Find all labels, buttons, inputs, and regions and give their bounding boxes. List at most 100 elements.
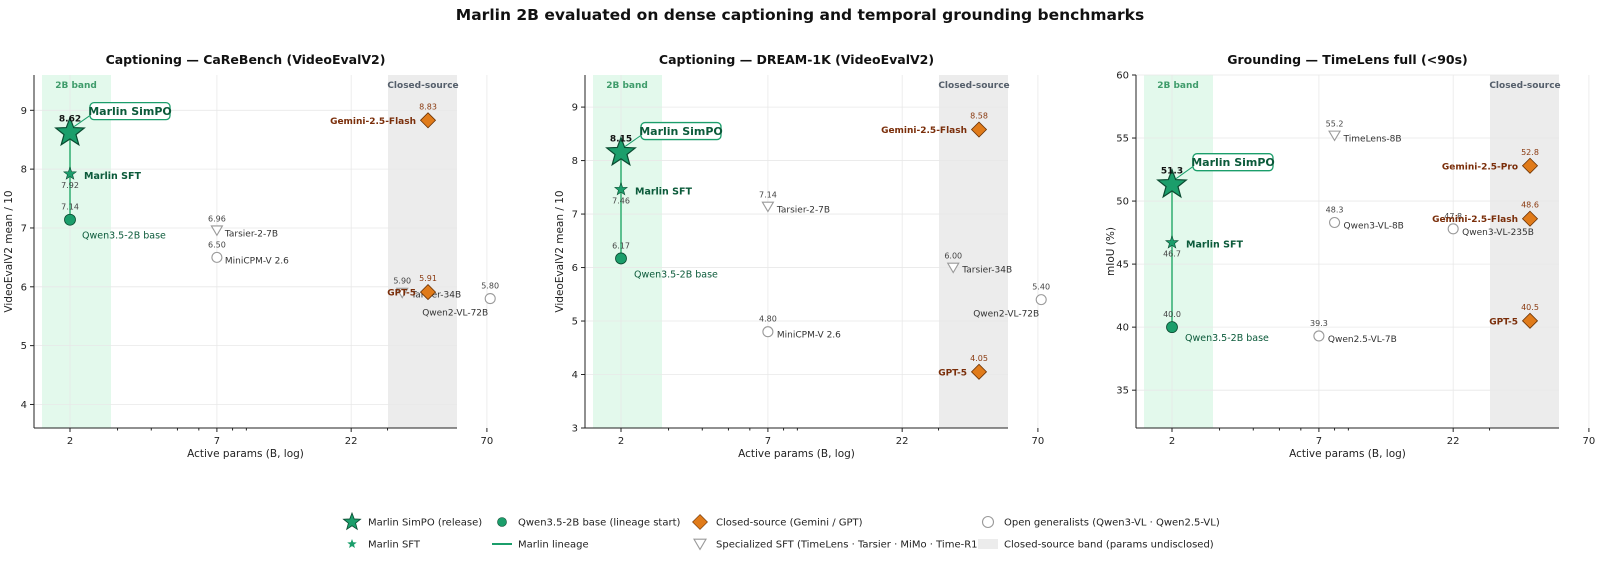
closed-source-marker (1521, 157, 1539, 174)
x-tick-label: 2 (1169, 436, 1175, 447)
y-axis-label: VideoEvalV2 mean / 10 (554, 190, 566, 312)
y-tick-label: 35 (1116, 386, 1129, 397)
legend-item: Marlin SFT (347, 539, 421, 551)
y-tick-label: 6 (21, 282, 27, 293)
x-tick-label: 7 (1316, 436, 1322, 447)
point-name-label: Qwen3-VL-8B (1344, 222, 1404, 232)
x-tick-label: 2 (618, 436, 624, 447)
marlin-sft-star (1165, 235, 1179, 249)
base-model-marker (64, 213, 76, 226)
y-axis-label: VideoEvalV2 mean / 10 (3, 190, 15, 312)
specialized-model-marker (395, 287, 409, 299)
point-name-label: Marlin SFT (1186, 240, 1243, 251)
legend-label: Closed-source band (params undisclosed) (1004, 540, 1214, 551)
data-label: 8.58 (970, 112, 988, 121)
x-tick-label: 22 (896, 436, 909, 447)
point-name-label: MiniCPM-V 2.6 (777, 331, 841, 341)
x-tick-label: 22 (1447, 436, 1460, 447)
point-name-label: Qwen2.5-VL-7B (1328, 335, 1397, 345)
band-closed-label: Closed-source (1489, 81, 1560, 91)
y-tick-label: 6 (572, 263, 578, 274)
specialized-model-marker (210, 225, 224, 237)
y-axis-label: mIoU (%) (1105, 227, 1117, 276)
x-axis-label: Active params (B, log) (187, 448, 304, 460)
point-name-label: Marlin SimPO (88, 105, 172, 118)
legend-item: Open generalists (Qwen3-VL · Qwen2.5-VL) (981, 515, 1220, 529)
band-2b (1144, 75, 1213, 428)
data-label: 7.14 (61, 203, 79, 212)
legend-item: Specialized SFT (TimeLens · Tarsier · Mi… (693, 538, 982, 551)
point-name-label: Gemini-2.5-Flash (330, 117, 416, 127)
data-label: 6.96 (208, 214, 226, 223)
specialized-model-marker (1328, 130, 1342, 142)
data-label: 5.80 (481, 282, 499, 291)
legend-label: Marlin SFT (368, 540, 421, 551)
data-label: 5.40 (1032, 283, 1050, 292)
point-name-label: GPT-5 (387, 289, 416, 299)
data-label: 47.8 (1444, 212, 1462, 221)
legend-label: Marlin SimPO (release) (368, 518, 482, 529)
y-tick-label: 5 (21, 341, 27, 352)
point-name-label: Tarsier-2-7B (776, 206, 830, 216)
point-name-label: GPT-5 (938, 368, 967, 378)
specialized-model-marker (761, 201, 775, 213)
data-label: 7.46 (612, 196, 630, 205)
point-name-label: Qwen3-VL-235B (1462, 228, 1534, 238)
x-tick-label: 7 (765, 436, 771, 447)
open-model-marker (1313, 330, 1325, 342)
legend-label: Closed-source (Gemini / GPT) (716, 518, 863, 529)
data-label: 40.0 (1163, 310, 1181, 319)
orange-diamond-icon (692, 514, 708, 530)
data-label: 40.5 (1521, 303, 1539, 312)
x-tick-label: 2 (67, 436, 73, 447)
data-label: 4.05 (970, 354, 988, 363)
grey-band-icon (978, 539, 998, 549)
band-closed-label: Closed-source (387, 81, 458, 91)
x-axis-label: Active params (B, log) (738, 448, 855, 460)
x-tick-label: 70 (1032, 436, 1045, 447)
point-name-label: Gemini-2.5-Pro (1442, 162, 1518, 172)
y-tick-label: 4 (572, 370, 578, 381)
point-name-label: GPT-5 (1489, 317, 1518, 327)
open-model-marker (1447, 223, 1459, 235)
point-name-label: Gemini-2.5-Flash (881, 126, 967, 136)
point-name-label: MiniCPM-V 2.6 (225, 256, 289, 266)
star-small-icon (347, 539, 357, 549)
chart-panel-2: 2B band Closed-source 3 4 5 6 7 8 9 2 7 22 70 Caption… (554, 52, 1050, 460)
specialized-model-marker (946, 262, 960, 274)
legend-item: Closed-source band (params undisclosed) (978, 539, 1214, 551)
data-label: 6.17 (612, 241, 630, 250)
data-label: 48.6 (1521, 201, 1539, 210)
legend-label: Qwen3.5-2B base (lineage start) (518, 518, 681, 529)
y-tick-label: 60 (1116, 71, 1129, 82)
y-tick-label: 3 (572, 424, 578, 435)
legend-label: Open generalists (Qwen3-VL · Qwen2.5-VL) (1004, 518, 1220, 529)
data-label: 7.92 (61, 181, 79, 190)
point-name-label: Tarsier-2-7B (224, 229, 278, 239)
y-tick-label: 9 (21, 106, 27, 117)
legend-label: Specialized SFT (TimeLens · Tarsier · Mi… (716, 540, 982, 551)
marlin-simpo-star (54, 115, 86, 147)
y-tick-label: 7 (21, 223, 27, 234)
y-tick-label: 4 (21, 400, 27, 411)
chart-title: Captioning — CaReBench (VideoEvalV2) (106, 52, 386, 67)
green-circle-icon (497, 517, 507, 527)
star-large-icon (342, 511, 362, 531)
closed-source-marker (1521, 210, 1539, 227)
closed-source-marker (419, 284, 437, 301)
band-2b-label: 2B band (606, 81, 648, 91)
data-label: 5.91 (419, 274, 437, 283)
x-tick-label: 70 (481, 436, 494, 447)
legend-item: Qwen3.5-2B base (lineage start) (497, 517, 681, 529)
x-tick-label: 7 (214, 436, 220, 447)
legend-item: Closed-source (Gemini / GPT) (692, 514, 863, 530)
band-2b-label: 2B band (55, 81, 97, 91)
y-tick-label: 45 (1116, 260, 1129, 271)
point-name-label: Marlin SFT (635, 186, 692, 197)
closed-source-marker (419, 112, 437, 129)
closed-source-marker (970, 363, 988, 380)
open-model-marker (1035, 294, 1047, 306)
marlin-simpo-star (1156, 167, 1188, 199)
y-tick-label: 40 (1116, 323, 1129, 334)
